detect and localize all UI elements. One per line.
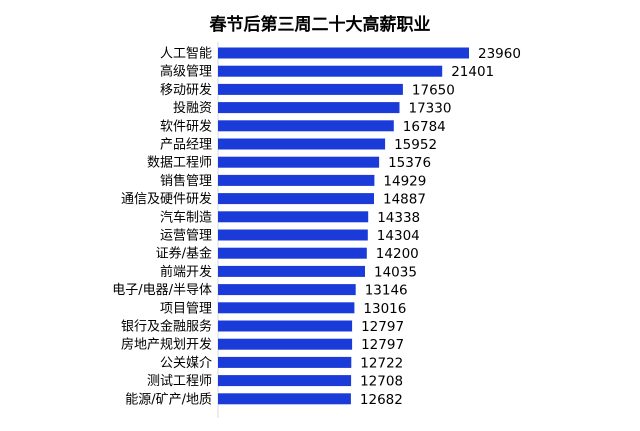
value-label: 12708 [360, 374, 403, 390]
value-label: 17650 [412, 82, 455, 98]
category-label: 电子/电器/半导体 [112, 283, 212, 298]
bar [218, 65, 443, 77]
value-label: 14338 [377, 210, 420, 226]
category-label: 人工智能 [160, 47, 212, 62]
value-label: 12797 [361, 337, 404, 353]
value-label: 15952 [394, 137, 437, 153]
value-labels: 23960 21401 17650 17330 16784 15952 15376 14929… [360, 46, 521, 408]
bar [218, 284, 356, 296]
category-label: 银行及金融服务 [121, 319, 212, 335]
category-label: 公关媒介 [160, 356, 212, 371]
value-label: 12797 [361, 319, 404, 335]
category-label: 能源/矿产/地质 [125, 392, 212, 407]
category-label: 证券/基金 [156, 246, 212, 262]
bar [218, 120, 394, 132]
value-label: 13146 [365, 283, 408, 299]
category-label: 前端开发 [160, 264, 212, 280]
bar [218, 229, 368, 241]
value-label: 14035 [374, 264, 417, 280]
bar [218, 211, 369, 223]
bar [218, 320, 353, 332]
bars-layer [218, 47, 469, 405]
bar [218, 375, 352, 387]
value-label: 14200 [376, 246, 419, 262]
category-label: 产品经理 [160, 138, 212, 153]
bar [218, 174, 375, 186]
category-labels: 人工智能高级管理移动研发投融资软件研发产品经理数据工程师销售管理通信及硬件研发汽… [112, 47, 212, 408]
value-label: 17330 [409, 101, 452, 117]
value-label: 13016 [363, 301, 406, 317]
value-label: 23960 [478, 46, 521, 62]
bar [218, 338, 353, 350]
bar [218, 102, 400, 114]
value-label: 16784 [403, 119, 446, 135]
category-label: 房地产规划开发 [121, 337, 212, 353]
value-label: 14887 [383, 192, 426, 208]
bar [218, 156, 380, 168]
value-label: 14929 [383, 173, 426, 189]
bar [218, 193, 374, 205]
value-label: 15376 [388, 155, 431, 171]
category-label: 测试工程师 [147, 374, 212, 389]
chart-title: 春节后第三周二十大高薪职业 [210, 14, 431, 35]
bar [218, 393, 351, 405]
value-label: 14304 [377, 228, 420, 244]
value-label: 12682 [360, 392, 403, 408]
category-label: 移动研发 [160, 82, 212, 98]
category-label: 销售管理 [160, 173, 212, 189]
category-label: 通信及硬件研发 [121, 191, 212, 207]
value-label: 12722 [360, 355, 403, 371]
bar [218, 302, 355, 314]
category-label: 项目管理 [160, 301, 212, 316]
category-label: 运营管理 [160, 229, 212, 244]
category-label: 软件研发 [160, 118, 212, 134]
bar [218, 47, 469, 59]
bar [218, 356, 352, 368]
bar [218, 265, 365, 277]
value-label: 21401 [451, 64, 494, 80]
category-label: 高级管理 [160, 64, 212, 80]
bar [218, 247, 367, 259]
bar [218, 138, 386, 150]
category-label: 投融资 [173, 100, 212, 116]
bar [218, 83, 403, 95]
category-label: 汽车制造 [160, 209, 212, 225]
category-label: 数据工程师 [147, 156, 212, 171]
